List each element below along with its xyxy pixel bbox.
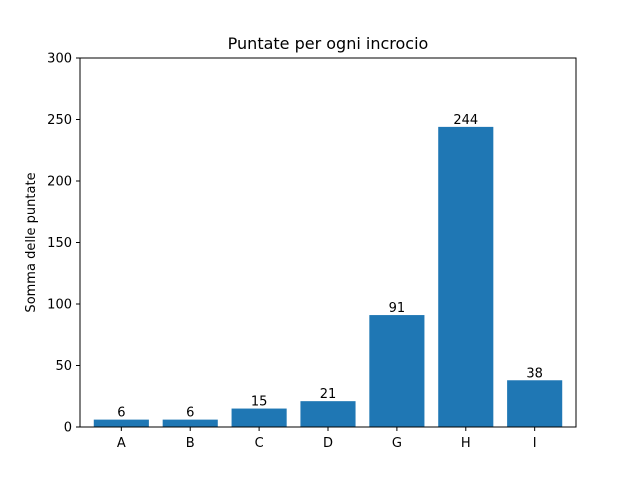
bar-value-label-H: 244 [453, 113, 478, 128]
bar-B [162, 419, 218, 427]
bar-A [93, 419, 149, 427]
x-tick-label-H: H [461, 436, 471, 451]
x-tick-label-B: B [186, 436, 195, 451]
y-tick-label-100: 100 [47, 298, 72, 313]
plot-frame [79, 57, 577, 428]
bar-value-label-B: 6 [186, 406, 194, 421]
bar-value-label-D: 21 [320, 387, 337, 402]
bar-value-label-G: 91 [389, 301, 406, 316]
bars-group [93, 126, 563, 427]
bar-value-label-C: 15 [251, 395, 268, 410]
y-axis-label: Somma delle puntate [24, 172, 39, 312]
bar-labels-group: 6 6 15 21 91 244 38 [117, 113, 543, 421]
x-tick-label-A: A [117, 436, 126, 451]
x-tick-label-I: I [533, 436, 537, 451]
bar-value-label-A: 6 [117, 406, 125, 421]
y-tick-label-300: 300 [47, 52, 72, 67]
y-tick-label-50: 50 [55, 359, 72, 374]
bar-C [231, 408, 287, 427]
y-axis-ticks: 0 50 100 150 200 250 300 [47, 52, 80, 436]
y-tick-label-0: 0 [64, 421, 72, 436]
x-tick-label-C: C [255, 436, 264, 451]
y-tick-label-150: 150 [47, 236, 72, 251]
bar-I [507, 380, 563, 427]
x-tick-label-D: D [323, 436, 333, 451]
y-tick-label-200: 200 [47, 175, 72, 190]
bar-D [300, 401, 356, 427]
bar-G [369, 315, 425, 427]
bar-H [438, 126, 494, 427]
bar-value-label-I: 38 [526, 366, 543, 381]
y-tick-label-250: 250 [47, 113, 72, 128]
chart-title: Puntate per ogni incrocio [228, 34, 429, 53]
x-tick-label-G: G [392, 436, 402, 451]
